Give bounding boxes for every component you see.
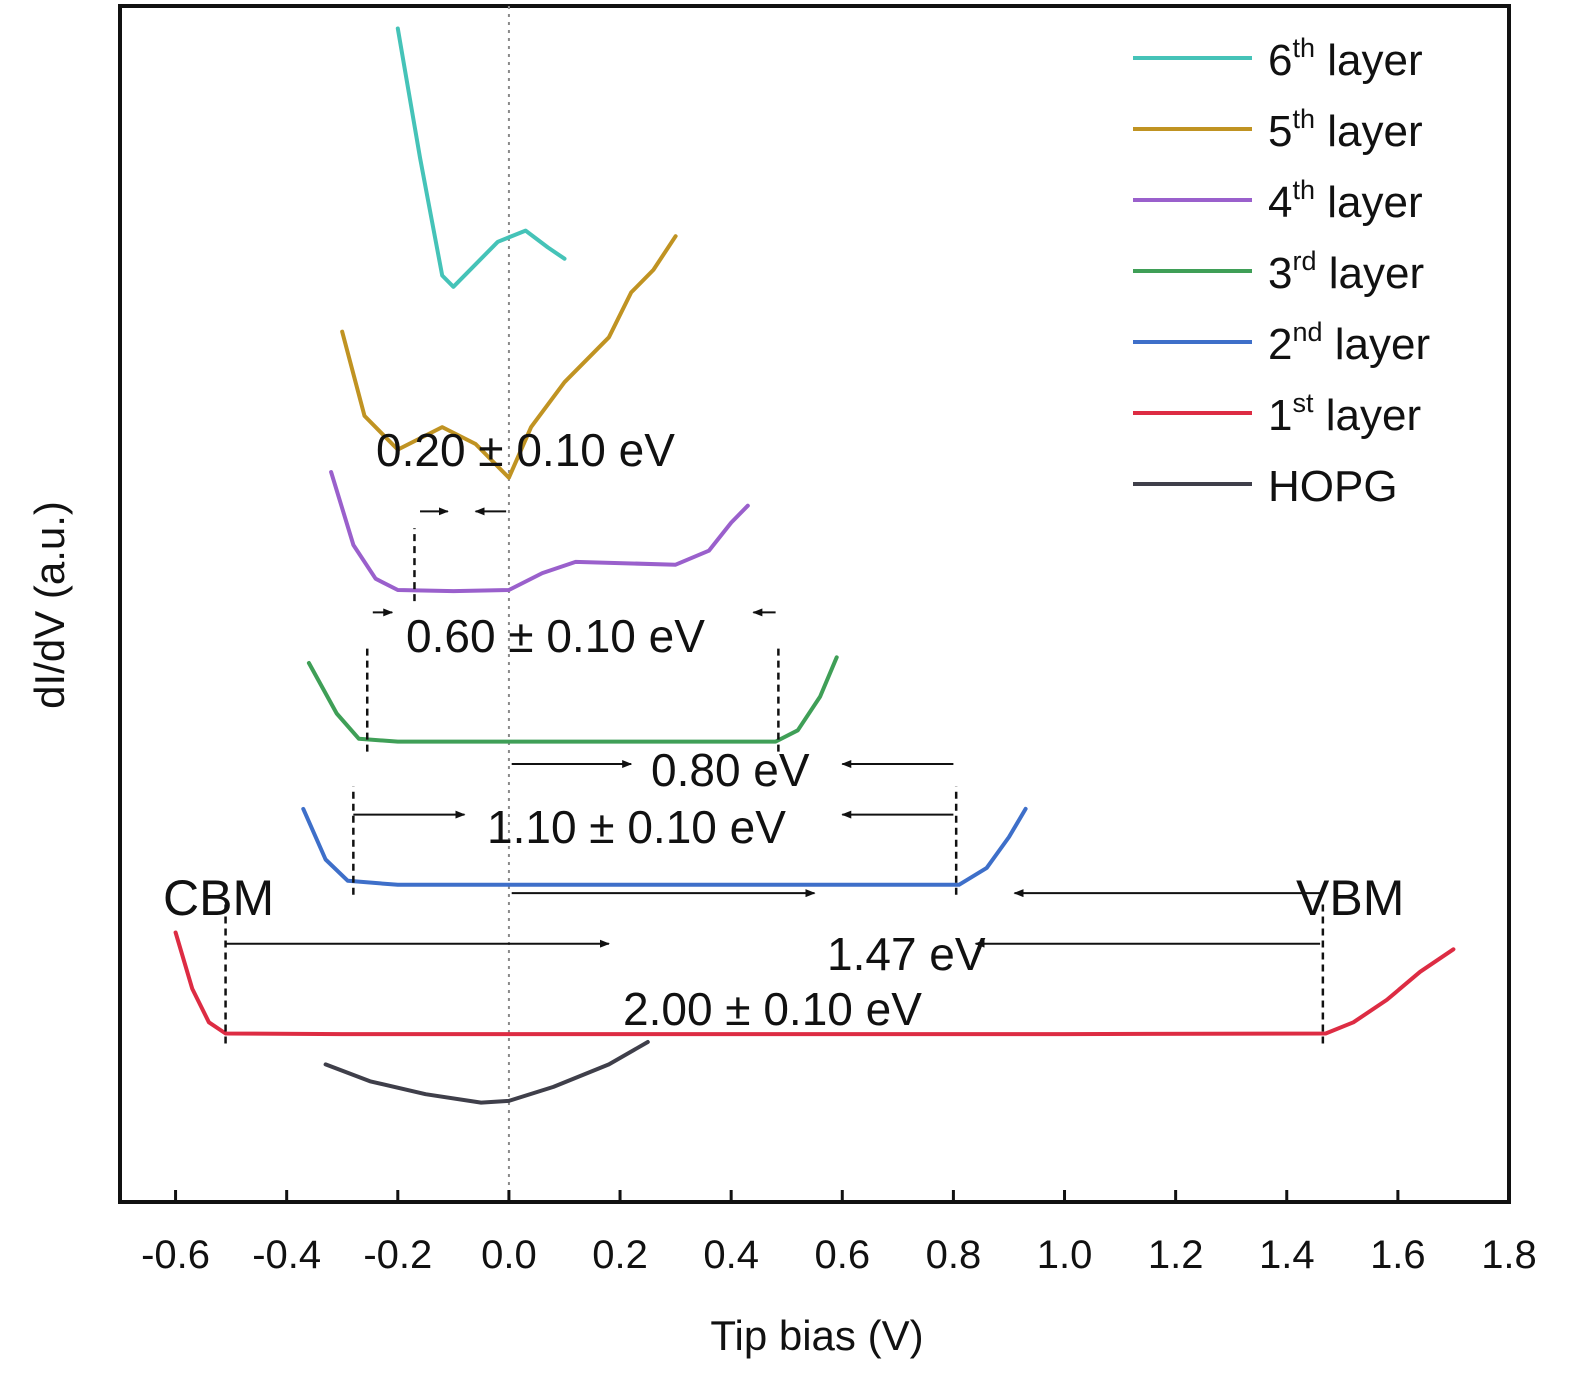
- legend-item-5th-layer: 5th layer: [1133, 104, 1423, 156]
- x-tick-label: 1.2: [1148, 1233, 1204, 1277]
- x-tick-label: 1.0: [1037, 1233, 1093, 1277]
- annotation-gap-4th-layer: 0.20 ± 0.10 eV: [376, 424, 675, 476]
- x-axis-title: Tip bias (V): [710, 1312, 923, 1359]
- x-tick-label: 0.2: [592, 1233, 648, 1277]
- plot-area: -0.6 -0.4 -0.2 0.0 0.2 0.4 0.6 0.8 1.0 1.2 1.4 1.6 1…: [118, 4, 1537, 1277]
- annotation-gap-1st-layer: 2.00 ± 0.10 eV: [623, 983, 922, 1035]
- series-hopg: [323, 1040, 650, 1105]
- x-tick-label: -0.2: [363, 1233, 432, 1277]
- x-tick-label: 1.8: [1481, 1233, 1537, 1277]
- y-axis-title: dI/dV (a.u.): [26, 501, 73, 709]
- annotations: 0.20 ± 0.10 eV 0.60 ± 0.10 eV 0.80 eV 1.…: [163, 424, 1404, 1035]
- x-ticks: -0.6 -0.4 -0.2 0.0 0.2 0.4 0.6 0.8 1.0 1.2 1.4 1.6 1…: [141, 1190, 1537, 1277]
- legend-item-hopg: HOPG: [1133, 462, 1398, 511]
- x-tick-label: 0.0: [481, 1233, 537, 1277]
- vbm-label: VBM: [1296, 870, 1404, 926]
- series-1st-layer: [173, 930, 1456, 1037]
- legend-label: 2nd layer: [1268, 317, 1430, 369]
- legend-label: 1st layer: [1268, 388, 1421, 440]
- legend-item-1st-layer: 1st layer: [1133, 388, 1421, 440]
- plot-frame: [118, 4, 1511, 1204]
- x-tick-label: 1.4: [1259, 1233, 1315, 1277]
- series-3rd-layer: [306, 655, 839, 744]
- legend-item-2nd-layer: 2nd layer: [1133, 317, 1430, 369]
- legend-item-3rd-layer: 3rd layer: [1133, 246, 1424, 298]
- legend: 6th layer 5th layer 4th layer 3rd layer 2nd …: [1133, 33, 1430, 511]
- legend-item-6th-layer: 6th layer: [1133, 33, 1423, 85]
- x-tick-label: -0.6: [141, 1233, 210, 1277]
- series-6th-layer: [395, 26, 567, 289]
- x-tick-label: 1.6: [1370, 1233, 1426, 1277]
- annotation-vbm-2nd-layer: 0.80 eV: [651, 744, 810, 796]
- series-2nd-layer: [301, 806, 1028, 887]
- legend-item-4th-layer: 4th layer: [1133, 175, 1423, 227]
- series-layer: [173, 26, 1456, 1105]
- annotation-vbm-1st-layer: 1.47 eV: [827, 928, 986, 980]
- legend-label: 5th layer: [1268, 104, 1423, 156]
- legend-label: HOPG: [1268, 462, 1398, 511]
- cbm-label: CBM: [163, 870, 274, 926]
- legend-label: 4th layer: [1268, 175, 1423, 227]
- annotation-gap-3rd-layer: 0.60 ± 0.10 eV: [406, 610, 705, 662]
- x-tick-label: 0.6: [814, 1233, 870, 1277]
- gap-markers: [224, 507, 1325, 1044]
- series-4th-layer: [329, 470, 750, 594]
- legend-label: 6th layer: [1268, 33, 1423, 85]
- legend-label: 3rd layer: [1268, 246, 1424, 298]
- x-tick-label: 0.8: [926, 1233, 982, 1277]
- series-5th-layer: [340, 234, 678, 480]
- x-tick-label: 0.4: [703, 1233, 759, 1277]
- annotation-gap-2nd-layer: 1.10 ± 0.10 eV: [487, 801, 786, 853]
- x-tick-label: -0.4: [252, 1233, 321, 1277]
